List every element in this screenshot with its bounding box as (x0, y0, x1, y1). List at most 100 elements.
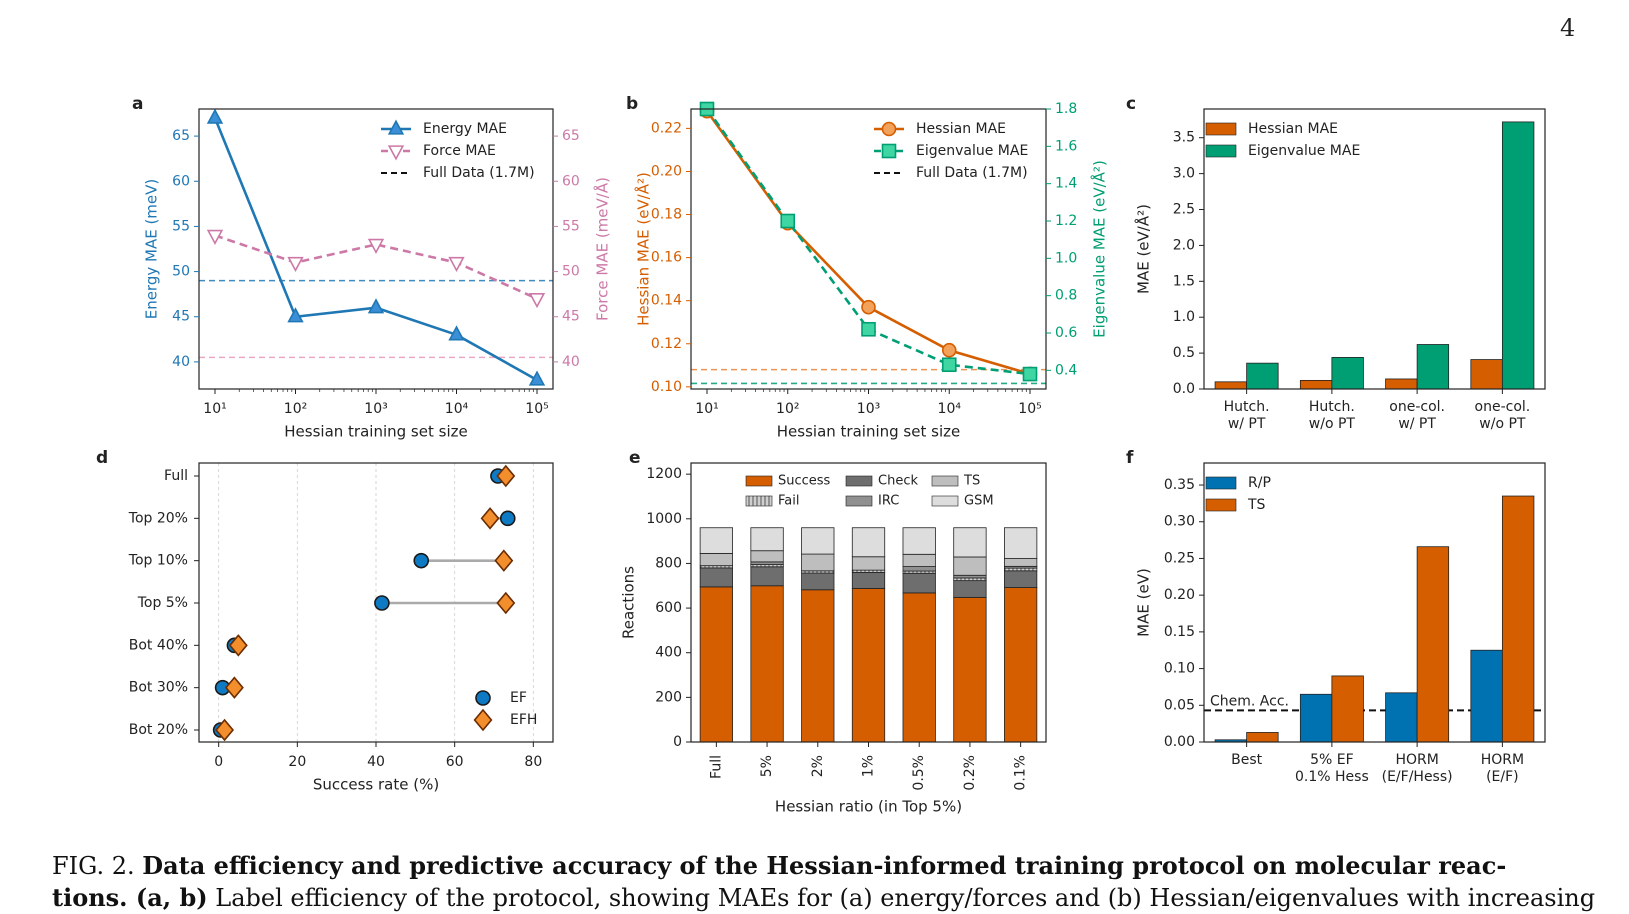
y-tick-label-left-a-2: 50 (172, 264, 190, 280)
legend-label-b-1: Eigenvalue MAE (916, 143, 1028, 159)
legend-label-d-0: EF (510, 690, 527, 706)
y-tick-label-e-3: 600 (655, 600, 682, 616)
y-tick-label-f-4: 0.20 (1164, 587, 1195, 603)
bar-segment-e-0-1 (750, 585, 784, 743)
x-tick-label-e-2: 2% (810, 755, 826, 777)
bar-segment-e-1-2 (801, 572, 835, 591)
x-tick-label-e-4: 0.5% (911, 755, 927, 791)
y-tick-label-f-2: 0.10 (1164, 661, 1195, 677)
bar-segment-e-5-0 (699, 527, 733, 554)
x-tick-label-b-2: 10³ (857, 401, 880, 417)
legend-label-e-4: IRC (878, 494, 899, 509)
x-tick-label-c-2-0: one-col. (1389, 399, 1445, 415)
data-point-d-efh-2 (494, 549, 514, 572)
bar-c-1-0 (1246, 362, 1279, 390)
legend-marker-b-0 (881, 121, 897, 137)
x-tick-label-a-4: 10⁵ (525, 401, 548, 417)
x-tick-label-e-0: Full (708, 755, 724, 779)
bar-segment-e-4-2 (801, 553, 835, 572)
x-tick-label-c-0-0: Hutch. (1224, 399, 1270, 415)
legend-label-a-ref: Full Data (1.7M) (423, 165, 535, 181)
y-tick-label-right-a-3: 55 (562, 218, 580, 234)
y-tick-label-right-a-1: 45 (562, 309, 580, 325)
bar-segment-e-5-4 (902, 527, 936, 555)
x-tick-label-d-0: 0 (214, 754, 223, 770)
panel-label-e: e (629, 448, 641, 468)
bar-f-1-1 (1331, 675, 1364, 743)
bar-segment-e-3-5 (953, 574, 987, 579)
x-axis-label-e: Hessian ratio (in Top 5%) (775, 798, 962, 816)
y-tick-label-f-1: 0.05 (1164, 697, 1195, 713)
legend-marker-d-1 (473, 708, 493, 732)
y-tick-label-c-3: 1.5 (1173, 273, 1195, 289)
legend-swatch-e-5 (931, 495, 959, 507)
x-tick-label-c-0-1: w/ PT (1228, 416, 1266, 432)
x-tick-label-c-2-1: w/ PT (1398, 416, 1436, 432)
y-tick-label-left-a-1: 45 (172, 309, 190, 325)
x-tick-label-f-2-0: HORM (1395, 752, 1438, 768)
y-tick-label-e-4: 800 (655, 555, 682, 571)
x-tick-label-e-1: 5% (759, 755, 775, 777)
bar-segment-e-1-3 (851, 571, 886, 589)
data-point-b-0-2 (861, 299, 876, 315)
legend-swatch-c-0 (1205, 122, 1237, 136)
y-tick-label-left-b-5: 0.20 (651, 163, 682, 179)
legend-swatch-e-3 (745, 495, 773, 507)
plot-frame-f (1203, 462, 1546, 743)
data-point-d-ef-3 (374, 595, 390, 611)
x-tick-label-b-4: 10⁵ (1018, 401, 1041, 417)
x-tick-label-f-2-1: (E/F/Hess) (1382, 769, 1453, 785)
y-tick-label-right-a-5: 65 (562, 128, 580, 144)
y-tick-label-left-b-1: 0.12 (651, 336, 682, 352)
data-point-a-0-2 (367, 298, 385, 314)
y-tick-label-left-b-4: 0.18 (651, 207, 682, 223)
y-tick-label-left-b-3: 0.16 (651, 250, 682, 266)
x-tick-label-d-3: 60 (446, 754, 464, 770)
bar-c-0-2 (1385, 378, 1418, 390)
bar-segment-e-4-1 (750, 550, 784, 563)
y-tick-label-d-1: Top 20% (128, 510, 188, 526)
plot-frame-c (1203, 108, 1546, 390)
y-tick-label-left-a-4: 60 (172, 173, 190, 189)
y-tick-label-c-2: 1.0 (1173, 309, 1195, 325)
y-tick-label-right-b-0: 0.4 (1055, 362, 1077, 378)
y-tick-label-right-b-5: 1.4 (1055, 176, 1077, 192)
bar-segment-e-0-2 (801, 589, 835, 743)
panel-label-b: b (626, 94, 638, 114)
y-tick-label-c-4: 2.0 (1173, 237, 1195, 253)
x-tick-label-e-3: 1% (861, 755, 877, 777)
x-tick-label-c-3-0: one-col. (1475, 399, 1531, 415)
legend-marker-a-0 (387, 119, 405, 135)
y-tick-label-c-6: 3.0 (1173, 166, 1195, 182)
x-axis-label-d: Success rate (%) (313, 776, 439, 794)
legend-label-e-1: Check (878, 474, 918, 489)
y-tick-label-f-6: 0.30 (1164, 514, 1195, 530)
y-axis-label-f: MAE (eV) (1135, 568, 1153, 637)
bar-c-0-3 (1470, 359, 1503, 390)
bar-segment-e-5-3 (851, 527, 886, 558)
bar-f-0-3 (1470, 649, 1503, 743)
bar-segment-e-2-5 (953, 577, 987, 582)
panel-label-a: a (132, 94, 143, 114)
x-tick-label-f-3-1: (E/F) (1486, 769, 1519, 785)
series-line-a-1 (214, 234, 538, 300)
y-tick-label-f-3: 0.15 (1164, 624, 1195, 640)
reference-label-f-0: Chem. Acc. (1210, 693, 1289, 709)
x-tick-label-a-0: 10¹ (203, 401, 226, 417)
y-axis-label-right-b: Eigenvalue MAE (eV/Å²) (1090, 160, 1109, 338)
data-point-b-1-3 (941, 357, 957, 373)
y-tick-label-right-b-4: 1.2 (1055, 213, 1077, 229)
data-point-d-efh-5 (224, 676, 244, 699)
y-tick-label-left-a-5: 65 (172, 128, 190, 144)
y-tick-label-left-a-3: 55 (172, 218, 190, 234)
data-point-d-efh-0 (496, 464, 516, 488)
y-tick-label-right-b-7: 1.8 (1055, 101, 1077, 117)
y-axis-label-right-a: Force MAE (meV/Å) (593, 177, 612, 321)
bar-segment-e-1-0 (699, 567, 733, 588)
data-point-a-0-0 (206, 108, 224, 124)
x-tick-label-b-3: 10⁴ (938, 401, 962, 417)
x-tick-label-f-1-1: 0.1% Hess (1295, 769, 1369, 785)
y-tick-label-d-6: Bot 20% (129, 722, 188, 738)
y-tick-label-right-a-0: 40 (562, 354, 580, 370)
legend-label-b-ref: Full Data (1.7M) (916, 165, 1028, 181)
